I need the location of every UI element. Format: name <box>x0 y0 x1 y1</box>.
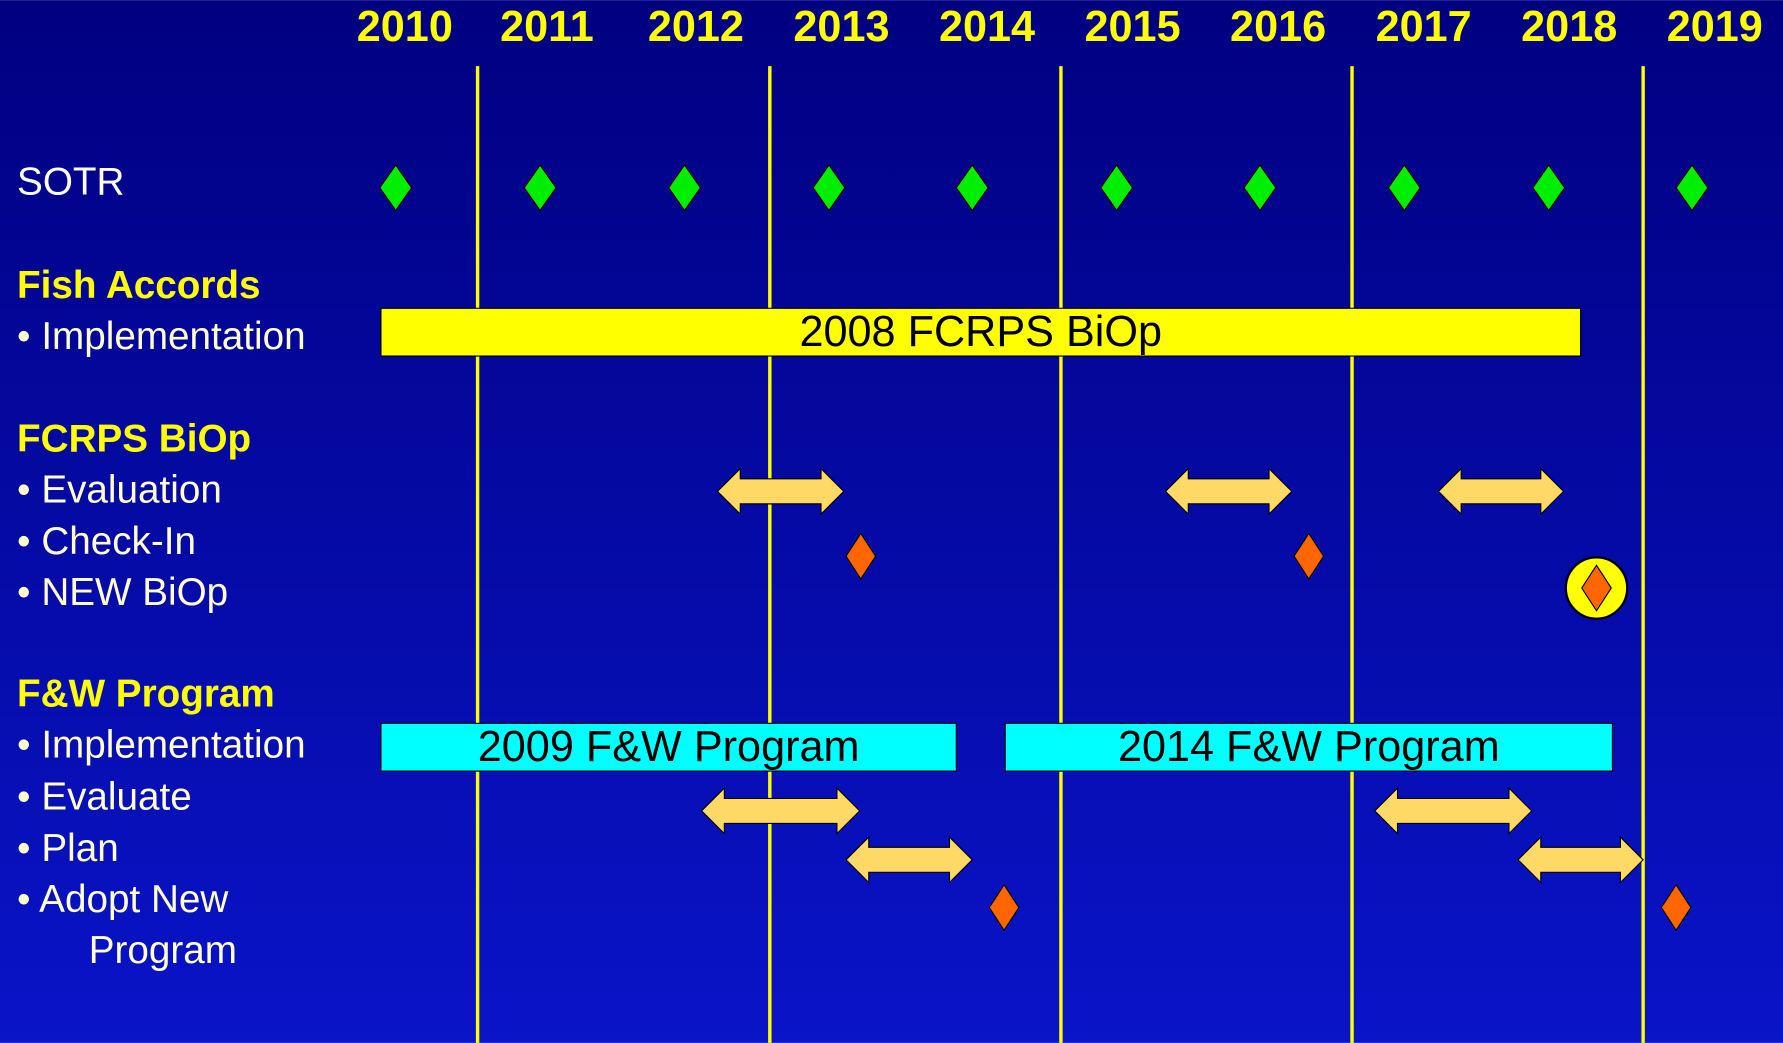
row-label: FCRPS BiOp <box>17 418 251 461</box>
page: {"years": ["2010", "2011", "2012", "2013… <box>0 0 1783 1043</box>
year-label: 2017 <box>1376 3 1472 51</box>
year-label: 2014 <box>939 3 1035 51</box>
row-label: • Check-In <box>17 520 196 563</box>
year-label: 2011 <box>500 3 594 51</box>
year-label: 2019 <box>1667 3 1763 51</box>
row-label: • Evaluation <box>17 469 222 512</box>
background <box>0 0 1783 1043</box>
row-label: • Evaluate <box>17 776 192 819</box>
row-label: Program <box>89 929 237 972</box>
row-label: • NEW BiOp <box>17 571 228 614</box>
row-label: • Adopt New <box>17 878 229 921</box>
timeline-slide: 2010 2011 2012 2013 2014 2015 2016 2017 2018 2019… <box>0 0 1783 1043</box>
year-label: 2015 <box>1085 3 1181 51</box>
row-label: • Implementation <box>17 723 306 766</box>
year-label: 2013 <box>793 3 889 51</box>
year-label: 2016 <box>1230 3 1326 51</box>
row-label: • Implementation <box>17 315 306 358</box>
bar-label: 2014 F&W Program <box>1118 723 1500 771</box>
year-label: 2012 <box>648 3 744 51</box>
bar-label: 2008 FCRPS BiOp <box>799 308 1162 356</box>
row-label: F&W Program <box>17 672 275 715</box>
row-label: SOTR <box>17 161 124 204</box>
year-label: 2010 <box>357 3 453 51</box>
row-label: Fish Accords <box>17 264 260 307</box>
row-label: • Plan <box>17 827 119 870</box>
year-label: 2018 <box>1521 3 1617 51</box>
bar-label: 2009 F&W Program <box>478 723 860 771</box>
